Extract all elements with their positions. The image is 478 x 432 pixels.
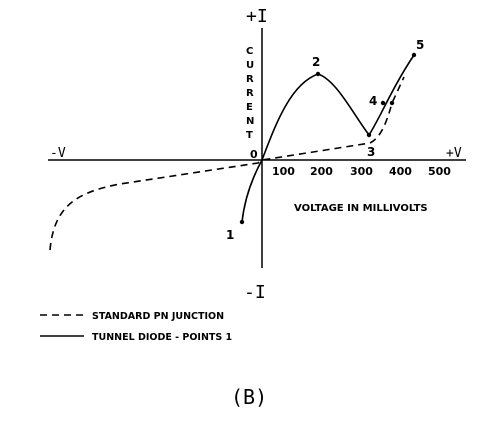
- x-tick-500: 500: [428, 165, 451, 178]
- point-4-marker: [380, 100, 386, 106]
- point-5-marker: [411, 52, 417, 58]
- positive-current-label: +I: [246, 6, 268, 27]
- x-tick-300: 300: [350, 165, 373, 178]
- legend: STANDARD PN JUNCTION TUNNEL DIODE - POIN…: [40, 311, 232, 343]
- point-1-marker: [239, 219, 245, 225]
- point-3-label: 3: [367, 145, 375, 159]
- x-tick-100: 100: [272, 165, 295, 178]
- point-2-marker: [315, 71, 321, 77]
- point-2-label: 2: [312, 55, 320, 69]
- x-tick-400: 400: [389, 165, 412, 178]
- current-letter-r2: R: [246, 88, 254, 99]
- current-letter-r1: R: [246, 74, 254, 85]
- current-letter-t: T: [246, 130, 253, 141]
- point-3-marker: [366, 132, 372, 138]
- point-4-label: 4: [369, 94, 377, 108]
- current-letter-e: E: [246, 102, 253, 113]
- pn-junction-curve: [49, 76, 405, 251]
- legend-solid-label: TUNNEL DIODE - POINTS 1: [92, 332, 232, 343]
- tunnel-diode-curve: [241, 54, 415, 223]
- figure-caption: (B): [231, 385, 267, 409]
- current-axis-label: C U R R E N T: [246, 46, 254, 141]
- voltage-axis-caption: VOLTAGE IN MILLIVOLTS: [294, 203, 428, 214]
- negative-current-label: -I: [244, 282, 266, 303]
- current-letter-n: N: [246, 116, 254, 127]
- point-4b-marker: [389, 100, 395, 106]
- negative-voltage-label: -V: [50, 146, 66, 161]
- x-tick-200: 200: [310, 165, 333, 178]
- positive-voltage-label: +V: [446, 146, 462, 161]
- point-1-label: 1: [226, 228, 234, 242]
- point-5-label: 5: [416, 38, 424, 52]
- legend-dashed-label: STANDARD PN JUNCTION: [92, 311, 224, 322]
- current-letter-u: U: [246, 60, 254, 71]
- origin-label: 0: [250, 148, 258, 161]
- current-letter-c: C: [246, 46, 253, 57]
